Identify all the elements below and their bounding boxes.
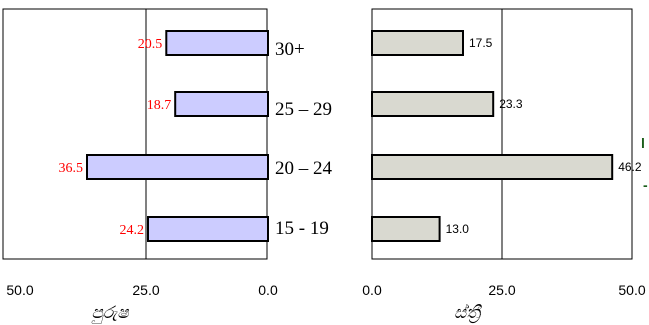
right-tick-25: 25.0 xyxy=(488,282,515,298)
right-bar-value-label: 46.2 xyxy=(618,160,642,174)
left-tick-0: 0.0 xyxy=(258,282,278,298)
right-bar xyxy=(371,91,495,117)
left-bars: 20.5 18.7 36.5 24.2 xyxy=(59,30,269,242)
right-bar xyxy=(371,216,441,242)
stray-mark-1: l xyxy=(641,135,645,151)
left-bar xyxy=(174,91,269,117)
left-tick-25: 25.0 xyxy=(132,282,159,298)
category-label-15-19: 15 - 19 xyxy=(275,218,329,239)
left-bar xyxy=(147,216,269,242)
right-bar-value-label: 13.0 xyxy=(446,222,470,236)
right-panel: 17.5 23.3 46.2 13.0 0.0 25.0 50.0 ස්ත්‍රී xyxy=(362,8,646,324)
right-bar-value-label: 23.3 xyxy=(499,97,523,111)
right-axis-label: ස්ත්‍රී xyxy=(454,303,482,324)
right-bar xyxy=(371,154,614,180)
category-label-20-24: 20 – 24 xyxy=(275,158,333,179)
left-bar-value-label: 20.5 xyxy=(138,37,163,52)
right-bar-value-label: 17.5 xyxy=(469,36,493,50)
left-bar-value-label: 18.7 xyxy=(147,98,172,113)
right-tick-50: 50.0 xyxy=(618,282,645,298)
left-bar-value-label: 24.2 xyxy=(120,223,145,238)
stray-mark-2: - xyxy=(643,177,648,193)
left-tick-50: 50.0 xyxy=(6,282,33,298)
right-bar xyxy=(371,30,464,56)
right-tick-0: 0.0 xyxy=(362,282,382,298)
category-labels: 30+ 25 – 29 20 – 24 15 - 19 xyxy=(275,39,333,239)
left-bar-value-label: 36.5 xyxy=(59,161,84,176)
left-bar xyxy=(165,30,269,56)
category-label-25-29: 25 – 29 xyxy=(275,99,332,120)
right-bars: 17.5 23.3 46.2 13.0 xyxy=(371,30,642,242)
left-panel: 20.5 18.7 36.5 24.2 50.0 25.0 0.0 පුරුෂ xyxy=(2,8,278,324)
left-axis-label: පුරුෂ xyxy=(91,303,129,324)
left-bar xyxy=(86,154,269,180)
category-label-30plus: 30+ xyxy=(275,39,305,60)
